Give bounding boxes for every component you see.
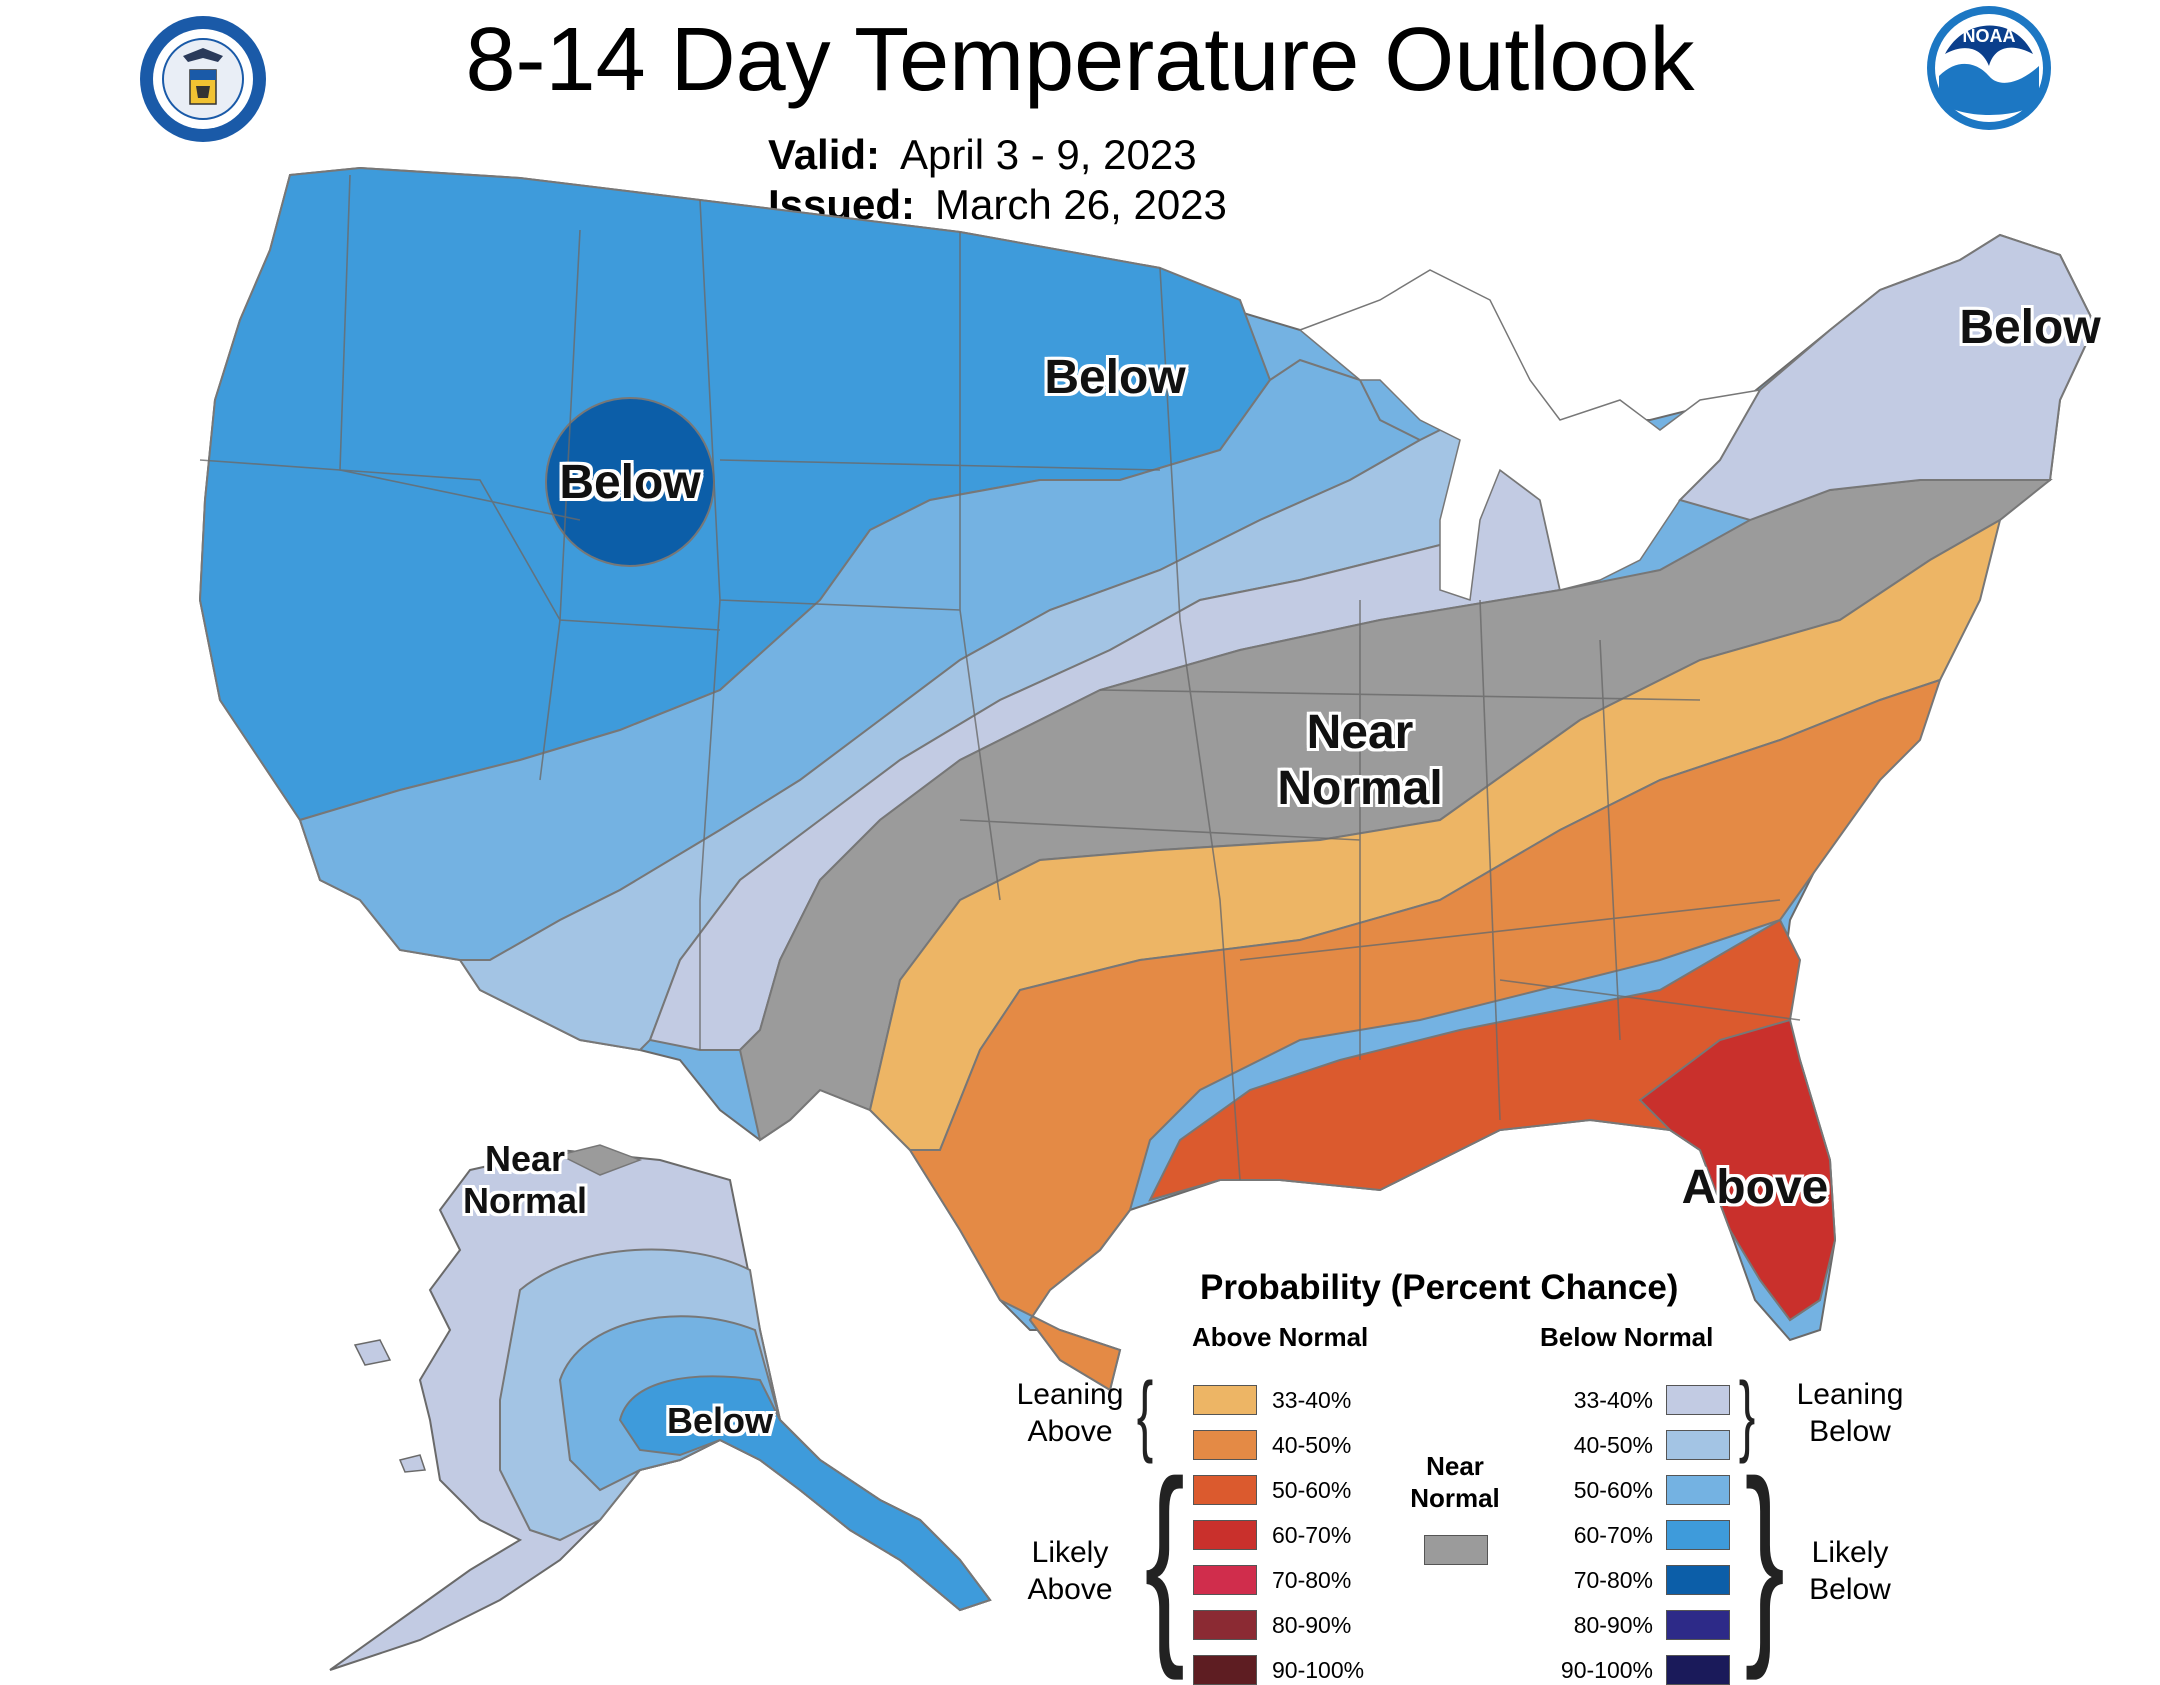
legend-below-swatch bbox=[1666, 1565, 1730, 1595]
label-below-northwest: Below bbox=[559, 456, 701, 509]
legend-above-range: 60-70% bbox=[1272, 1522, 1352, 1548]
commerce-seal-icon bbox=[140, 16, 266, 142]
label-near-normal-alaska: Near Normal bbox=[462, 1138, 588, 1221]
noaa-logo-icon: NOAA bbox=[1927, 6, 2051, 130]
legend-below-swatch bbox=[1666, 1430, 1730, 1460]
legend-above-swatch bbox=[1193, 1475, 1257, 1505]
legend-below-swatch bbox=[1666, 1520, 1730, 1550]
brace-likely-above: { bbox=[1144, 1435, 1185, 1681]
legend-below-swatch bbox=[1666, 1385, 1730, 1415]
legend-likely-above-label: Likely Above bbox=[1027, 1536, 1113, 1606]
legend-above-heading: Above Normal bbox=[1192, 1322, 1369, 1352]
legend-below-swatch bbox=[1666, 1655, 1730, 1685]
legend-near-normal-label: Near Normal bbox=[1410, 1451, 1500, 1513]
valid-value: April 3 - 9, 2023 bbox=[900, 131, 1197, 178]
legend-below-range: 33-40% bbox=[1573, 1387, 1653, 1413]
legend-above-range: 33-40% bbox=[1272, 1387, 1352, 1413]
legend-below-range: 90-100% bbox=[1560, 1657, 1653, 1683]
legend-below-range: 60-70% bbox=[1573, 1522, 1653, 1548]
legend-below-swatch bbox=[1666, 1610, 1730, 1640]
noaa-logo-text: NOAA bbox=[1963, 26, 2016, 46]
legend-near-normal-swatch bbox=[1424, 1535, 1488, 1565]
brace-likely-below: } bbox=[1744, 1435, 1785, 1681]
label-below-northeast: Below bbox=[1959, 301, 2101, 354]
label-above-southeast: Above bbox=[1681, 1161, 1829, 1214]
legend-above-range: 70-80% bbox=[1272, 1567, 1352, 1593]
legend-above-range: 80-90% bbox=[1272, 1612, 1352, 1638]
legend-above-swatch bbox=[1193, 1610, 1257, 1640]
legend-below-range: 50-60% bbox=[1573, 1477, 1653, 1503]
legend-title: Probability (Percent Chance) bbox=[1200, 1268, 1679, 1307]
legend-above-range: 40-50% bbox=[1272, 1432, 1352, 1458]
label-below-alaska: Below bbox=[666, 1400, 773, 1441]
legend-above-swatch bbox=[1193, 1385, 1257, 1415]
brace-leaning-above: { bbox=[1136, 1365, 1154, 1465]
legend-below-range: 80-90% bbox=[1573, 1612, 1653, 1638]
issued-value: March 26, 2023 bbox=[935, 181, 1227, 228]
legend-likely-below-label: Likely Below bbox=[1809, 1536, 1891, 1606]
legend-above-swatch bbox=[1193, 1655, 1257, 1685]
legend-below-swatch bbox=[1666, 1475, 1730, 1505]
legend-below-range: 40-50% bbox=[1573, 1432, 1653, 1458]
legend-above-range: 90-100% bbox=[1272, 1657, 1365, 1683]
legend-above-swatch bbox=[1193, 1565, 1257, 1595]
label-below-north-central: Below bbox=[1044, 351, 1186, 404]
brace-leaning-below: } bbox=[1738, 1365, 1756, 1465]
legend-above-range: 50-60% bbox=[1272, 1477, 1352, 1503]
valid-label: Valid: bbox=[768, 131, 881, 178]
legend-leaning-below-label: Leaning Below bbox=[1796, 1378, 1904, 1448]
valid-dates: Valid: April 3 - 9, 2023 bbox=[768, 130, 1197, 180]
legend-above-swatch bbox=[1193, 1430, 1257, 1460]
legend-leaning-above-label: Leaning Above bbox=[1016, 1378, 1124, 1448]
legend-below-heading: Below Normal bbox=[1540, 1322, 1714, 1352]
label-near-normal-center: Near Normal bbox=[1277, 706, 1443, 815]
map-title: 8-14 Day Temperature Outlook bbox=[465, 10, 1695, 110]
legend-below-range: 70-80% bbox=[1573, 1567, 1653, 1593]
legend-above-swatch bbox=[1193, 1520, 1257, 1550]
